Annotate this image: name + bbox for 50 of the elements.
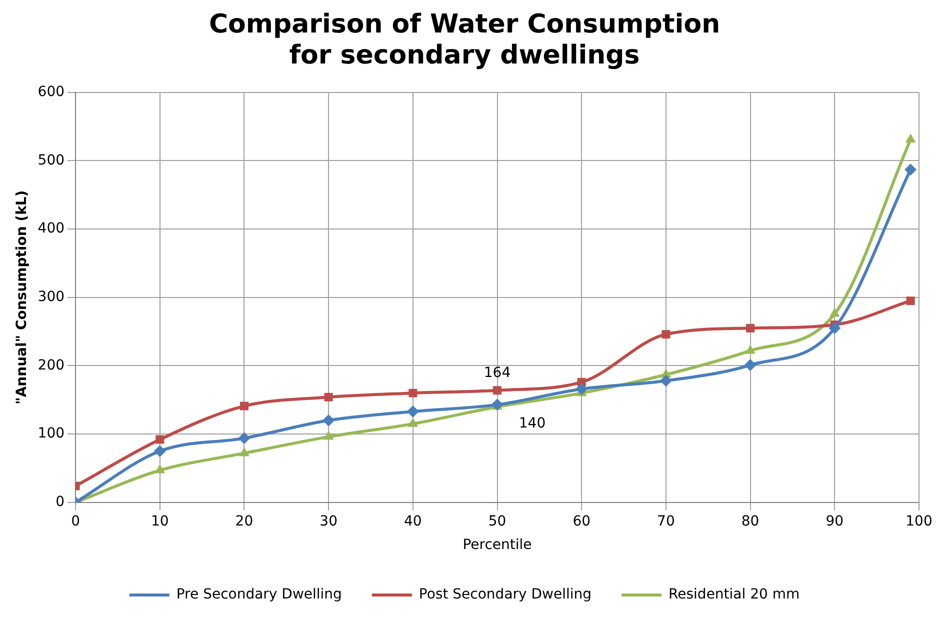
point: [240, 402, 248, 410]
point: [323, 430, 334, 440]
x-tick-label: 50: [488, 513, 506, 530]
point: [828, 322, 841, 334]
x-tick-label: 90: [826, 513, 844, 530]
point: [493, 386, 502, 395]
point: [576, 382, 588, 395]
point: [238, 432, 250, 444]
point: [829, 308, 840, 317]
y-tick-label: 200: [38, 357, 65, 374]
point: [324, 392, 333, 402]
y-tick-label: 0: [56, 494, 65, 510]
data-label: 140: [518, 415, 546, 432]
chart-title: Comparison of Water Consumption for secondary dwellings: [208, 9, 720, 71]
point: [408, 418, 418, 427]
point: [904, 164, 917, 176]
point: [660, 374, 672, 387]
point: [744, 359, 756, 372]
point: [239, 447, 250, 456]
x-tick-label: 40: [404, 513, 422, 530]
point: [406, 406, 419, 418]
data-label: 164: [484, 364, 511, 381]
x-tick-label: 60: [572, 513, 591, 530]
x-tick-label: 30: [320, 513, 338, 530]
point: [408, 388, 418, 398]
point: [905, 134, 916, 143]
x-axis-title: Percentile: [462, 537, 532, 554]
x-tick-label: 10: [150, 513, 169, 530]
point: [745, 344, 756, 354]
point: [156, 435, 164, 444]
x-tick-label: 70: [657, 513, 675, 530]
x-tick-label: 0: [71, 513, 80, 530]
y-tick-label: 100: [38, 426, 65, 442]
y-tick-label: 600: [38, 84, 65, 100]
y-tick-label: 500: [38, 152, 65, 168]
y-tick-label: 400: [38, 220, 65, 237]
point: [322, 414, 335, 426]
y-tick-label: 300: [38, 289, 65, 306]
x-tick-label: 80: [741, 513, 760, 530]
point: [906, 296, 915, 306]
x-tick-label: 20: [235, 513, 254, 530]
point: [154, 464, 166, 474]
point: [154, 445, 166, 458]
legend-label: Residential 20 mm: [668, 586, 800, 603]
legend-label: Post Secondary Dwelling: [418, 586, 592, 603]
legend-label: Pre Secondary Dwelling: [176, 586, 342, 603]
point: [662, 330, 670, 339]
point: [746, 324, 755, 332]
y-axis-title: "Annual" Consumption (kL): [14, 190, 30, 404]
x-tick-label: 100: [906, 513, 932, 530]
